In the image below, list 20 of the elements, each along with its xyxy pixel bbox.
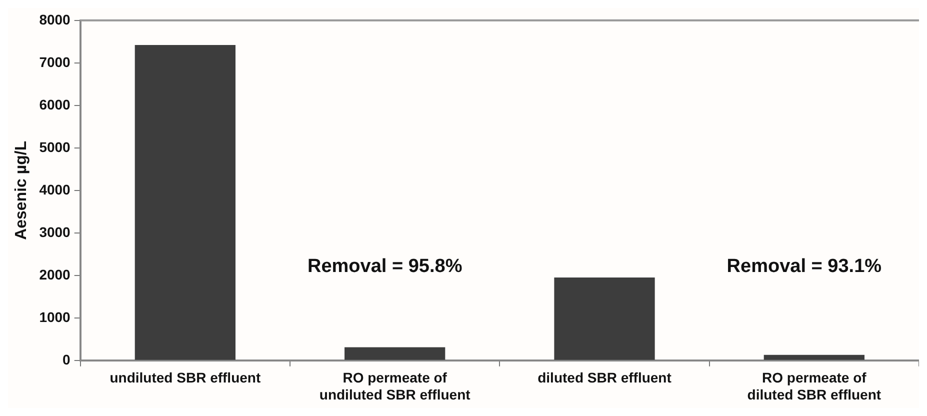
y-tick-label: 8000 [39,11,71,28]
y-tick-label: 2000 [39,266,71,282]
bar [344,347,446,360]
x-tick-label: diluted SBR effluent [538,370,672,386]
y-tick-label: 1000 [39,308,71,325]
x-tick-label: undiluted SBR effluent [110,370,261,386]
annotation: Removal = 95.8% [307,256,462,278]
bar [134,45,236,360]
y-tick-label: 4000 [39,181,71,198]
y-tick-label: 7000 [39,54,71,70]
y-tick-label: 0 [62,351,71,368]
y-tick-label: 5000 [39,138,71,155]
y-tick-label: 6000 [39,96,71,112]
x-tick-label: RO permeate of undiluted SBR effluent [319,370,471,402]
bar [554,278,655,360]
annotation: Removal = 93.1% [726,256,882,278]
y-axis-title: Aesenic µg/L [13,140,30,240]
bar [764,354,864,360]
x-tick-label: RO permeate of diluted SBR effluent [747,370,882,402]
y-tick-label: 3000 [39,224,71,240]
